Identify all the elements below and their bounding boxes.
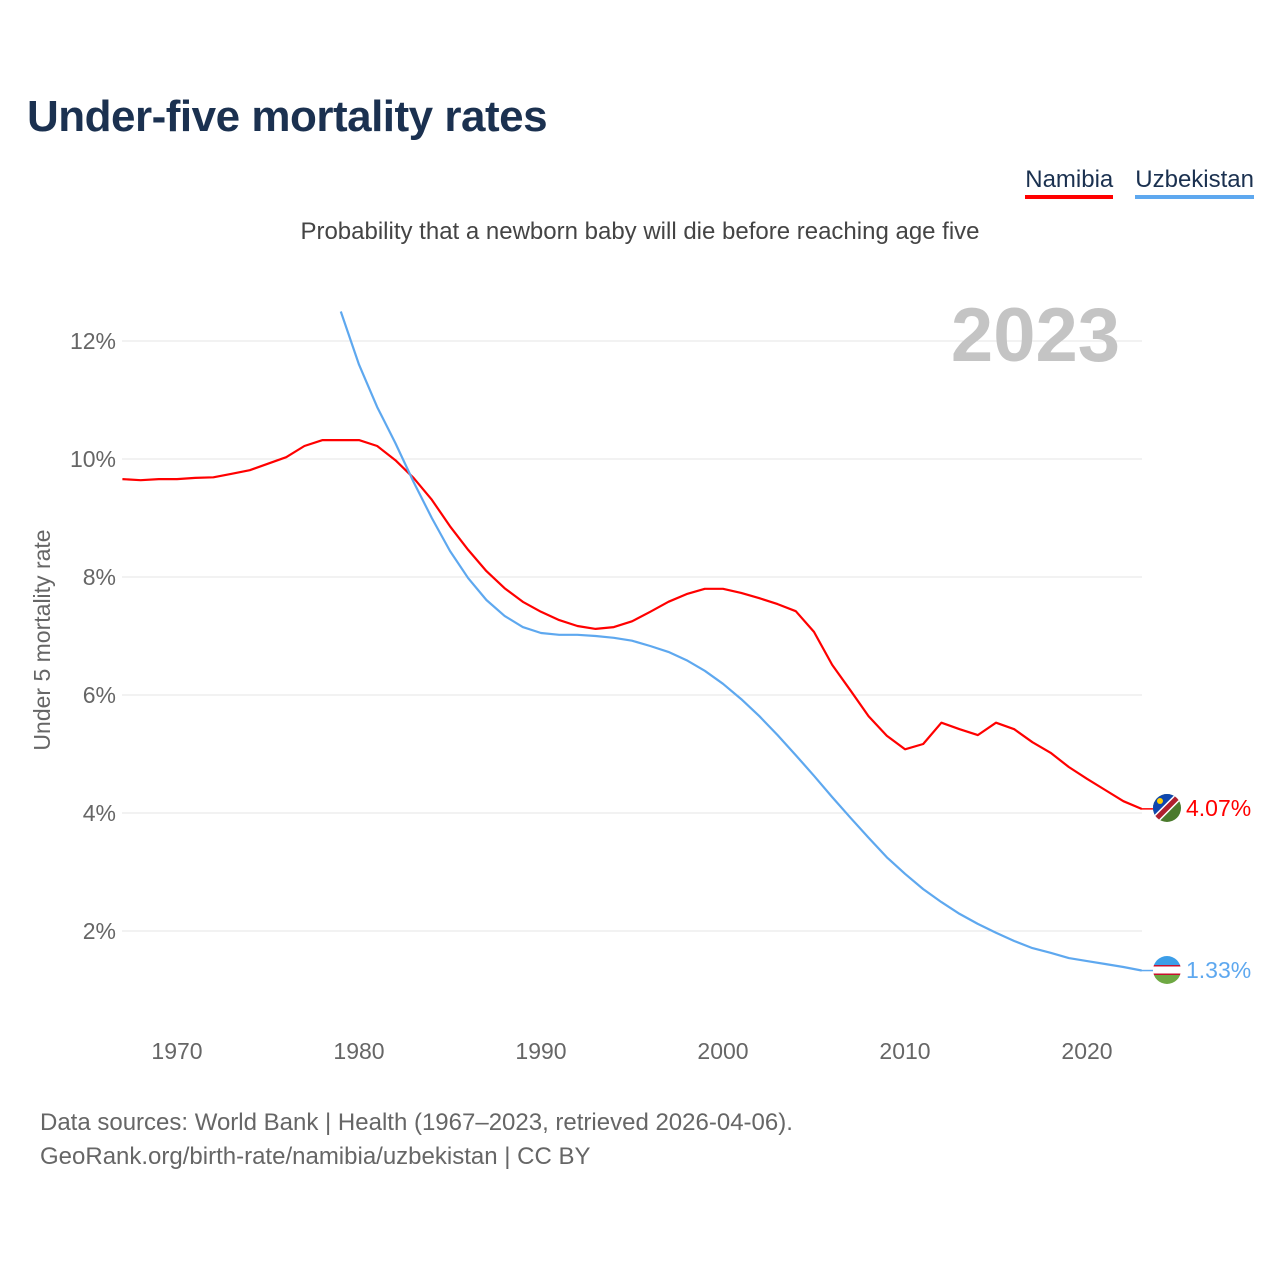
uzbekistan-flag-icon bbox=[1153, 956, 1181, 984]
source-link[interactable]: GeoRank.org/birth-rate/namibia/uzbekista… bbox=[40, 1143, 591, 1170]
x-tick-label: 1980 bbox=[333, 1038, 384, 1064]
year-watermark: 2023 bbox=[951, 293, 1120, 378]
legend-namibia[interactable]: Namibia bbox=[1025, 166, 1114, 199]
namibia-end-label: 4.07% bbox=[1186, 795, 1251, 821]
legend: Namibia Uzbekistan bbox=[1025, 166, 1254, 199]
y-tick-label: 2% bbox=[83, 918, 116, 944]
chart-title: Under-five mortality rates bbox=[27, 92, 548, 141]
x-tick-label: 2000 bbox=[697, 1038, 748, 1064]
x-tick-label: 2020 bbox=[1061, 1038, 1112, 1064]
data-source: Data sources: World Bank | Health (1967–… bbox=[40, 1109, 793, 1136]
x-tick-label: 2010 bbox=[879, 1038, 930, 1064]
x-tick-label: 1990 bbox=[515, 1038, 566, 1064]
namibia-line bbox=[122, 439, 1143, 810]
y-tick-label: 12% bbox=[70, 328, 116, 354]
footer: Data sources: World Bank | Health (1967–… bbox=[40, 1106, 793, 1174]
y-tick-label: 10% bbox=[70, 446, 116, 472]
x-tick-label: 1970 bbox=[151, 1038, 202, 1064]
y-tick-label: 6% bbox=[83, 682, 116, 708]
y-tick-label: 8% bbox=[83, 564, 116, 590]
uzbekistan-end-label: 1.33% bbox=[1186, 957, 1251, 983]
y-axis-label: Under 5 mortality rate bbox=[29, 529, 55, 750]
chart-subtitle: Probability that a newborn baby will die… bbox=[300, 218, 980, 245]
uzbekistan-line bbox=[339, 311, 1142, 972]
legend-uzbekistan[interactable]: Uzbekistan bbox=[1135, 166, 1254, 199]
y-tick-label: 4% bbox=[83, 800, 116, 826]
namibia-flag-icon bbox=[1153, 794, 1181, 822]
